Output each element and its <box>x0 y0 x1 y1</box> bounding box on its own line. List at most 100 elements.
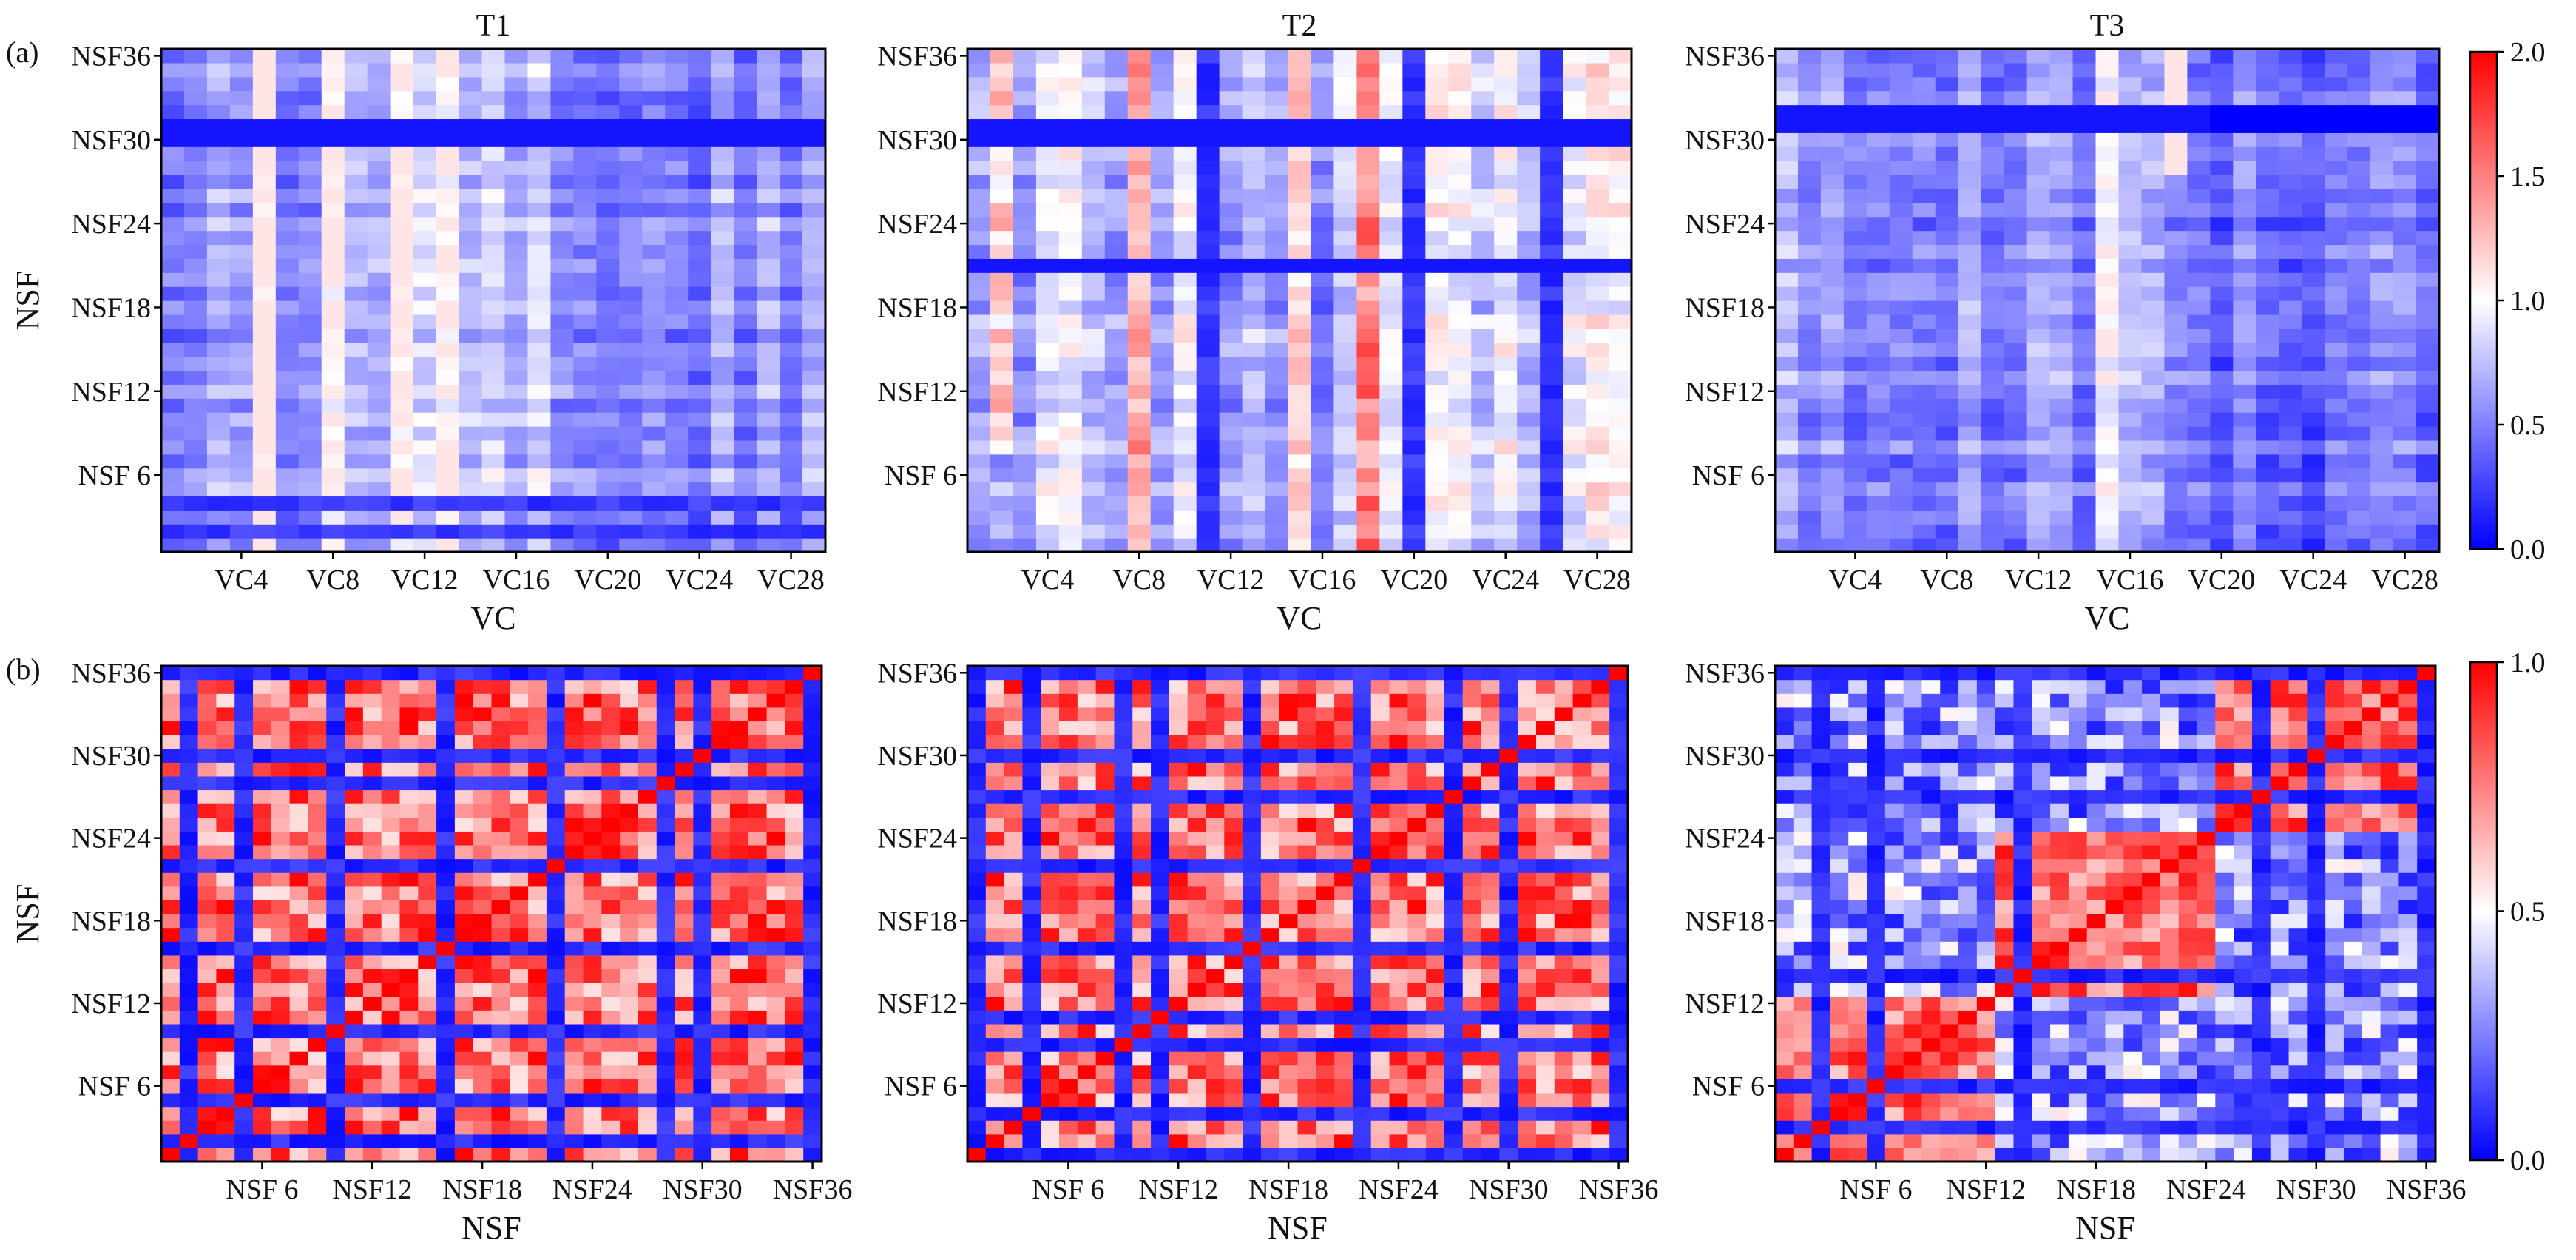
heatmap-cell <box>546 789 566 804</box>
heatmap-cell <box>2072 146 2097 161</box>
heatmap-cell <box>638 1065 657 1079</box>
heatmap-cell <box>326 1037 345 1052</box>
heatmap-cell <box>711 1133 731 1148</box>
heatmap-cell <box>1035 426 1060 441</box>
heatmap-cell <box>748 831 768 846</box>
heatmap-cell <box>656 872 676 887</box>
heatmap-cell <box>308 941 327 956</box>
heatmap-cell <box>734 272 757 287</box>
heatmap-cell <box>2095 161 2120 175</box>
heatmap-cell <box>1333 62 1358 78</box>
heatmap-cell <box>2256 426 2279 441</box>
heatmap-cell <box>367 538 391 553</box>
heatmap-cell <box>1425 118 1449 133</box>
heatmap-cell <box>620 1106 639 1121</box>
heatmap-cell <box>504 398 529 413</box>
heatmap-cell <box>436 49 460 64</box>
heatmap-cell <box>1173 118 1197 133</box>
heatmap-cell <box>1448 370 1472 385</box>
heatmap-cell <box>1041 707 1060 722</box>
x-tick-label: VC24 <box>666 565 733 596</box>
heatmap-cell <box>688 104 711 120</box>
heatmap-cell <box>985 817 1005 832</box>
heatmap-cell <box>675 1120 694 1135</box>
heatmap-cell <box>436 161 460 175</box>
heatmap-cell <box>665 118 689 133</box>
heatmap-cell <box>620 914 639 929</box>
heatmap-cell <box>2164 76 2188 92</box>
heatmap-cell <box>362 914 382 929</box>
heatmap-cell <box>2279 175 2302 189</box>
heatmap-cell <box>1173 412 1197 427</box>
heatmap-cell <box>2210 90 2234 106</box>
heatmap-cell <box>298 482 322 497</box>
heatmap-cell <box>748 693 768 708</box>
heatmap-cell <box>1563 146 1586 161</box>
heatmap-cell <box>459 146 483 161</box>
heatmap-cell <box>459 482 483 497</box>
heatmap-cell <box>990 356 1014 371</box>
heatmap-cell <box>1448 384 1472 399</box>
heatmap-cell <box>321 524 345 539</box>
heatmap-cell <box>326 1079 345 1094</box>
heatmap-cell <box>345 775 364 791</box>
heatmap-cell <box>1797 328 1822 343</box>
heatmap-cell <box>1288 258 1312 273</box>
heatmap-cell <box>1059 1133 1078 1148</box>
heatmap-cell <box>1471 300 1495 315</box>
heatmap-cell <box>1242 328 1266 343</box>
heatmap-cell <box>1609 384 1632 399</box>
heatmap-cell <box>473 1051 493 1066</box>
heatmap-cell <box>583 666 602 681</box>
heatmap-cell <box>693 1051 712 1066</box>
heatmap-cell <box>780 216 803 232</box>
heatmap-cell <box>1041 679 1060 694</box>
heatmap-cell <box>1586 300 1609 315</box>
heatmap-cell <box>1013 412 1037 427</box>
heatmap-cell <box>1081 439 1106 455</box>
heatmap-cell <box>748 954 768 970</box>
heatmap-cell <box>1797 49 1822 64</box>
heatmap-cell <box>1586 342 1609 357</box>
heatmap-cell <box>688 314 711 329</box>
heatmap-cell <box>1004 803 1024 818</box>
heatmap-cell <box>656 789 676 804</box>
heatmap-cell <box>481 244 506 259</box>
heatmap-cell <box>2416 216 2440 232</box>
heatmap-cell <box>1127 454 1152 469</box>
heatmap-cell <box>729 844 749 860</box>
heatmap-cell <box>367 216 391 232</box>
heatmap-cell <box>711 735 731 749</box>
heatmap-cell <box>757 538 780 553</box>
heatmap-cell <box>1425 62 1449 78</box>
heatmap-cell <box>1013 49 1037 64</box>
heatmap-cell <box>1004 900 1024 914</box>
heatmap-cell <box>757 439 780 455</box>
heatmap-cell <box>1311 132 1335 147</box>
heatmap-cell <box>418 1092 437 1108</box>
heatmap-cell <box>1935 426 1959 441</box>
heatmap-cell <box>550 146 574 161</box>
heatmap-cell <box>748 789 768 804</box>
heatmap-cell <box>2233 439 2256 455</box>
heatmap-cell <box>1013 454 1037 469</box>
heatmap-cell <box>2302 412 2325 427</box>
heatmap-cell <box>473 886 493 900</box>
heatmap-cell <box>216 872 235 887</box>
heatmap-cell <box>1517 384 1541 399</box>
heatmap-cell <box>345 831 364 846</box>
heatmap-cell <box>2370 454 2394 469</box>
heatmap-cell <box>729 707 749 722</box>
heatmap-cells <box>967 666 1629 1162</box>
heatmap-cell <box>546 996 566 1011</box>
heatmap-cell <box>748 1106 768 1121</box>
heatmap-cell <box>2187 314 2211 329</box>
heatmap-cell <box>734 161 757 175</box>
heatmap-cell <box>802 314 826 329</box>
heatmap-cell <box>1173 300 1197 315</box>
heatmap-cell <box>275 188 300 203</box>
heatmap-cell <box>1095 831 1115 846</box>
heatmap-cell <box>711 900 731 914</box>
heatmap-cell <box>2004 370 2028 385</box>
heatmap-cell <box>546 1106 566 1121</box>
